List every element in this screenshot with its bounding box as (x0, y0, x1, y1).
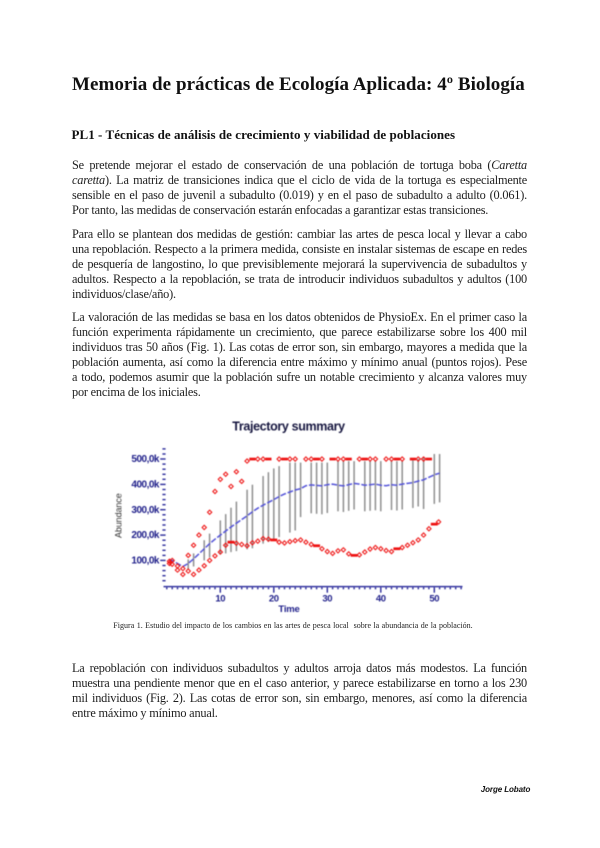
svg-text:400,0k: 400,0k (131, 479, 160, 490)
svg-text:20: 20 (269, 593, 279, 604)
svg-text:200,0k: 200,0k (131, 530, 160, 541)
svg-text:10: 10 (215, 593, 225, 604)
svg-text:Time: Time (278, 604, 299, 615)
svg-text:40: 40 (376, 593, 386, 604)
svg-text:30: 30 (322, 593, 332, 604)
svg-text:500,0k: 500,0k (131, 454, 160, 465)
svg-text:Abundance: Abundance (114, 493, 124, 538)
svg-text:50: 50 (429, 593, 439, 604)
svg-text:300,0k: 300,0k (131, 505, 160, 516)
svg-text:100,0k: 100,0k (131, 555, 160, 566)
svg-text:Trajectory summary: Trajectory summary (232, 420, 345, 434)
